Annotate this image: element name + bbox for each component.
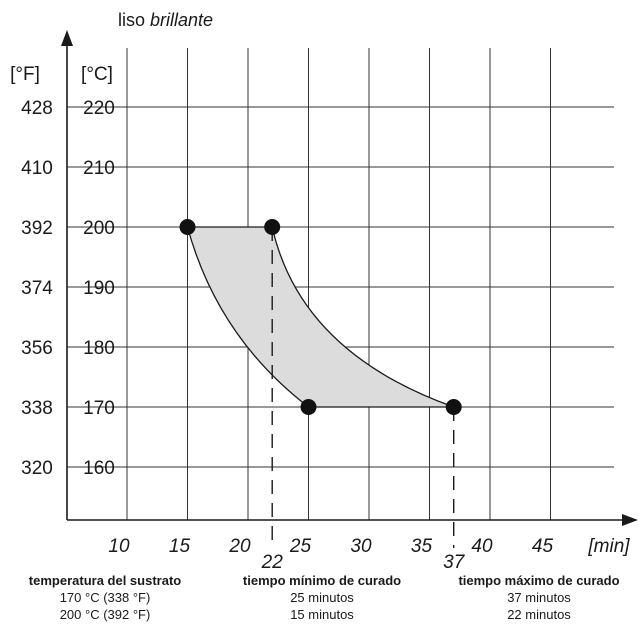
table-column-max-cure: tiempo máximo de curado 37 minutos 22 mi… [436,572,642,623]
table-header: tiempo mínimo de curado [242,573,402,588]
y-tick-label-c: 200 [83,218,115,239]
tick-labels: [°F] [°C] 320 160 338 170 356 180 374 190 392 200 41… [10,64,630,572]
data-point [300,399,317,415]
y-tick-label-f: 356 [21,338,53,359]
x-axis-label: [min] [587,536,630,557]
x-tick-label: 10 [108,536,130,557]
table-header: temperatura del sustrato [28,573,182,588]
cure-table: temperatura del sustrato 170 °C (338 °F)… [0,572,642,633]
y-tick-label-c: 160 [83,458,115,479]
y-tick-label-c: 170 [83,398,115,419]
table-cell: 37 minutos [507,590,571,605]
y-tick-label-c: 190 [83,278,115,299]
table-cell: 22 minutos [507,607,571,622]
y-axis-label-c: [°C] [81,64,113,85]
title-part-plain: liso [118,10,150,30]
y-tick-label-c: 220 [83,98,115,119]
x-tick-label-extra: 22 [261,552,284,572]
x-tick-label: 25 [289,536,312,557]
table-cell: 15 minutos [290,607,354,622]
x-tick-label: 20 [228,536,251,557]
chart-title: liso brillante [118,10,213,30]
data-point [179,219,196,235]
x-axis-arrow [622,514,638,526]
table-header: tiempo máximo de curado [458,573,620,588]
data-point [264,219,281,235]
x-tick-label-extra: 37 [443,552,466,572]
y-axis-arrow [61,30,73,46]
y-axis-label-f: [°F] [10,64,40,85]
dashed-drop-lines [271,227,455,548]
table-cell: 200 °C (392 °F) [59,607,151,622]
cure-window-area [186,226,454,408]
y-tick-label-f: 338 [21,398,53,419]
y-tick-label-f: 374 [21,278,53,299]
data-point [445,399,462,415]
chart-svg: [°F] [°C] 320 160 338 170 356 180 374 190 392 200 41… [10,10,638,572]
title-part-italic: brillante [150,10,213,30]
x-tick-label: 35 [411,536,433,557]
x-tick-label: 15 [169,536,191,557]
x-tick-label: 40 [471,536,493,557]
y-tick-label-f: 320 [21,458,53,479]
table-column-min-cure: tiempo mínimo de curado 25 minutos 15 mi… [212,572,432,623]
x-tick-label: 45 [532,536,554,557]
table-cell: 25 minutos [290,590,354,605]
x-tick-label: 30 [350,536,372,557]
y-tick-label-c: 180 [83,338,115,359]
y-tick-label-f: 410 [21,158,53,179]
data-points [179,219,462,415]
table-column-substrate: temperatura del sustrato 170 °C (338 °F)… [0,572,210,623]
table-cell: 170 °C (338 °F) [59,590,151,605]
axes [61,30,638,526]
y-tick-label-c: 210 [83,158,115,179]
y-tick-label-f: 392 [21,218,53,239]
grid [67,48,614,520]
y-tick-label-f: 428 [21,98,53,119]
